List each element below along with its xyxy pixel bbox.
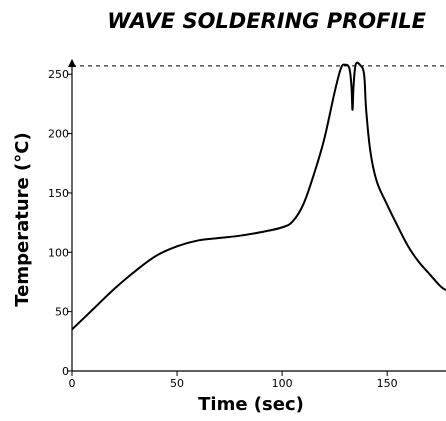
- y-tick-label: 0: [62, 365, 69, 378]
- y-tick-label: 100: [48, 246, 69, 259]
- x-axis-label: Time (sec): [198, 394, 304, 415]
- y-axis-label: Temperature (°C): [12, 132, 33, 306]
- x-tick-label: 0: [69, 377, 76, 390]
- x-tick-label: 100: [272, 377, 293, 390]
- temperature-series-line: [72, 63, 446, 330]
- y-tick-label: 200: [48, 128, 69, 141]
- x-ticks: 0 50 100 150: [69, 371, 398, 390]
- x-tick-label: 50: [170, 377, 184, 390]
- y-tick-label: 150: [48, 187, 69, 200]
- y-tick-label: 50: [55, 306, 69, 319]
- x-tick-label: 150: [377, 377, 398, 390]
- y-tick-label: 250: [48, 68, 69, 81]
- y-ticks: 0 50 100 150 200 250: [48, 68, 72, 378]
